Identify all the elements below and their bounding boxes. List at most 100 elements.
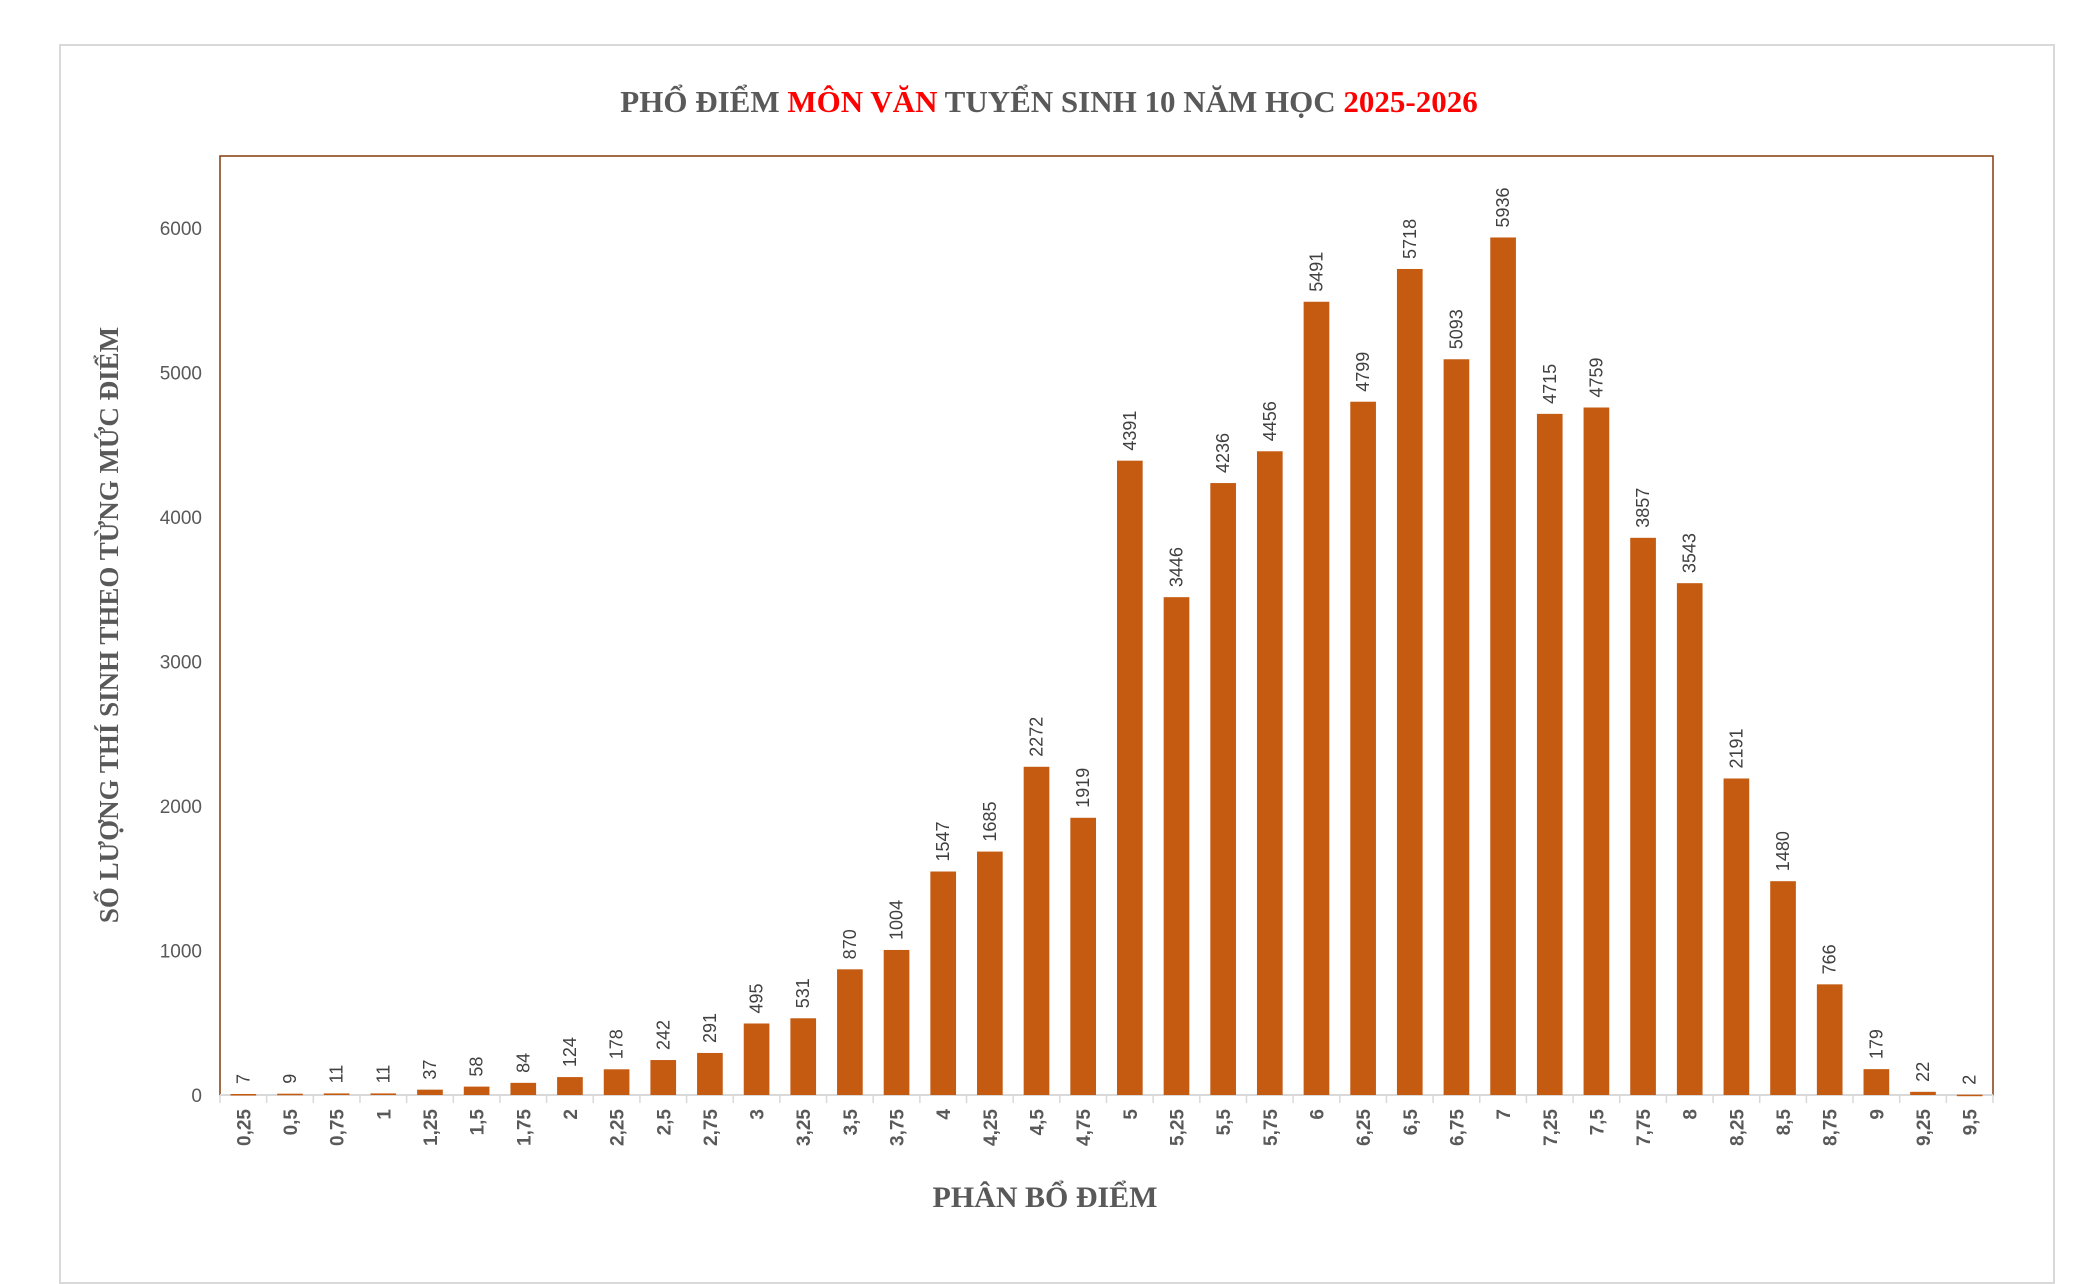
x-tick-label: 0,25	[234, 1109, 255, 1146]
x-tick-label: 8,75	[1821, 1109, 1842, 1146]
bar-7	[1490, 237, 1516, 1095]
x-tick-label: 6,25	[1354, 1109, 1375, 1146]
bar-1,5	[463, 1086, 490, 1095]
bar-8,25	[1723, 778, 1750, 1095]
x-tick-label: 7,25	[1541, 1109, 1562, 1146]
x-tick-label: 7,75	[1634, 1109, 1655, 1146]
x-tick-label: 9,5	[1961, 1109, 1982, 1136]
data-label: 2272	[1027, 717, 1047, 757]
bar-9	[1863, 1069, 1890, 1095]
bar-5,25	[1163, 597, 1190, 1095]
data-label: 4799	[1353, 352, 1373, 392]
bar-3,25	[790, 1018, 817, 1095]
x-tick-label: 6	[1307, 1109, 1328, 1120]
bar-7,25	[1536, 413, 1563, 1095]
data-label: 4236	[1213, 433, 1233, 473]
x-tick-label: 8,25	[1727, 1109, 1748, 1146]
bar-6,75	[1443, 359, 1470, 1095]
bar-0,5	[277, 1093, 303, 1096]
y-tick-label: 3000	[160, 653, 202, 674]
bar-5,5	[1210, 483, 1236, 1095]
x-tick-label: 6,5	[1401, 1109, 1422, 1136]
data-label: 84	[513, 1053, 533, 1073]
data-label: 1685	[980, 802, 1000, 842]
bar-1,75	[510, 1082, 537, 1095]
data-label: 22	[1913, 1062, 1933, 1082]
data-label: 1919	[1073, 768, 1093, 808]
data-label: 2	[1960, 1075, 1980, 1085]
x-tick-label: 8	[1681, 1109, 1702, 1120]
x-tick-label: 4,5	[1028, 1109, 1049, 1136]
bar-6,25	[1350, 401, 1376, 1095]
data-label: 3857	[1633, 488, 1653, 528]
bar-9,25	[1910, 1091, 1936, 1095]
bar-7,5	[1583, 407, 1610, 1095]
data-label: 3543	[1680, 533, 1700, 573]
bar-7,75	[1630, 537, 1656, 1095]
y-tick-label: 1000	[160, 942, 202, 963]
bar-2,5	[650, 1060, 677, 1095]
x-tick-label: 1,5	[468, 1109, 489, 1136]
bar-5,75	[1256, 451, 1283, 1095]
x-tick-label: 3	[748, 1109, 769, 1120]
x-tick-label: 4,75	[1074, 1109, 1095, 1146]
x-tick-label: 9,25	[1914, 1109, 1935, 1146]
data-label: 4715	[1540, 364, 1560, 404]
data-label: 766	[1820, 944, 1840, 974]
data-label: 5936	[1493, 187, 1513, 227]
bar-chart: 0 1000 2000 3000 4000 5000 6000 7 0,25 9 0,5 11 0,75…	[93, 155, 1994, 1214]
data-label: 4759	[1586, 357, 1606, 397]
bar-0,25	[230, 1093, 257, 1096]
title-part-4: 2025-2026	[1343, 84, 1478, 119]
bar-3,5	[837, 969, 863, 1095]
title-part-3: TUYỂN SINH 10 NĂM HỌC	[937, 84, 1344, 119]
bar-5	[1116, 460, 1143, 1095]
bar-2,75	[697, 1052, 723, 1095]
x-tick-label: 9	[1867, 1109, 1888, 1120]
bar-1,25	[417, 1089, 443, 1095]
x-tick-label: 4	[934, 1109, 955, 1120]
bar-8	[1676, 583, 1703, 1095]
data-label: 11	[327, 1065, 347, 1084]
x-tick-label: 3,5	[841, 1109, 862, 1136]
x-tick-label: 2,25	[608, 1109, 629, 1146]
data-label: 495	[747, 983, 767, 1013]
bar-4,25	[977, 851, 1003, 1095]
x-tick-label: 2,75	[701, 1109, 722, 1146]
x-tick-label: 7,5	[1587, 1109, 1608, 1136]
x-tick-label: 7	[1494, 1109, 1515, 1120]
x-tick-label: 1,25	[421, 1109, 442, 1146]
data-label: 124	[560, 1037, 580, 1067]
y-tick-label: 6000	[160, 219, 202, 240]
bar-4,75	[1070, 817, 1097, 1095]
y-tick-label: 5000	[160, 364, 202, 385]
bar-6	[1303, 301, 1330, 1095]
x-tick-label: 1,75	[514, 1109, 535, 1146]
x-tick-label: 0,75	[328, 1109, 349, 1146]
data-label: 37	[420, 1060, 440, 1080]
bar-8,75	[1816, 984, 1843, 1095]
data-label: 870	[840, 929, 860, 959]
x-tick-label: 4,25	[981, 1109, 1002, 1146]
x-tick-label: 5,75	[1261, 1109, 1282, 1146]
bar-4	[930, 871, 957, 1095]
data-label: 4456	[1260, 401, 1280, 441]
x-tick-label: 5	[1121, 1109, 1142, 1120]
data-label: 1547	[933, 821, 953, 861]
data-label: 2191	[1726, 728, 1746, 768]
bar-9,5	[1956, 1094, 1983, 1097]
data-label: 1004	[887, 900, 907, 940]
x-tick-label: 0,5	[281, 1109, 302, 1136]
bar-2,25	[603, 1069, 630, 1095]
bar-2	[557, 1077, 583, 1095]
data-label: 11	[373, 1065, 393, 1084]
data-label: 5718	[1400, 219, 1420, 259]
x-tick-label: 1	[374, 1109, 395, 1120]
x-tick-label: 3,75	[888, 1109, 909, 1146]
bar-3,75	[883, 949, 910, 1095]
y-axis-title: SỐ LƯỢNG THÍ SINH THEO TỪNG MỨC ĐIỂM	[93, 327, 124, 923]
x-tick-label: 5,5	[1214, 1109, 1235, 1136]
x-tick-label: 5,25	[1167, 1109, 1188, 1146]
x-tick-label: 2,5	[654, 1109, 675, 1136]
data-label: 7	[233, 1074, 253, 1084]
